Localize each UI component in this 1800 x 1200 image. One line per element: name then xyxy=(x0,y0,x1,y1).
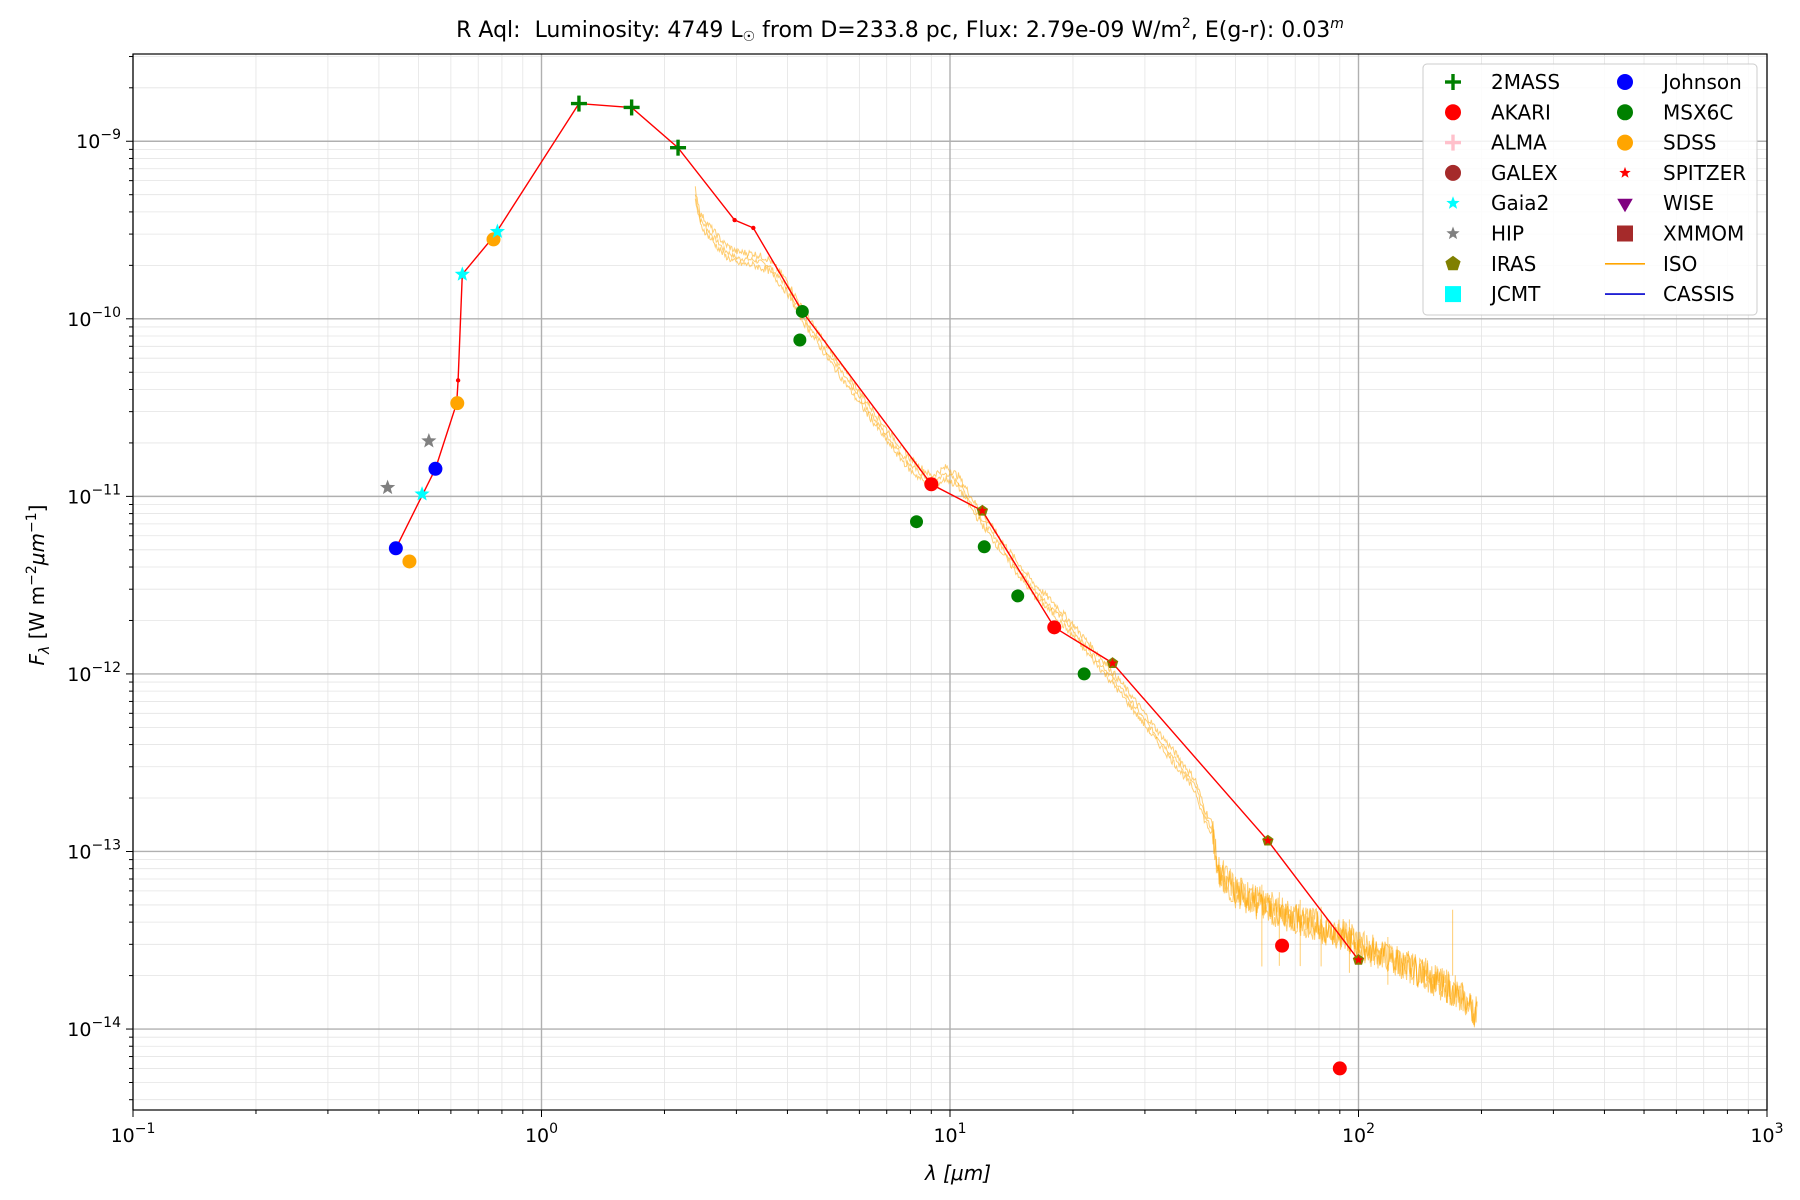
legend-label-spitzer: SPITZER xyxy=(1663,161,1746,185)
legend-label-msx6c: MSX6C xyxy=(1663,100,1733,124)
legend-label-alma: ALMA xyxy=(1491,131,1547,155)
point-akari xyxy=(924,477,939,492)
legend-label-johnson: Johnson xyxy=(1661,70,1742,94)
point-gaia2 xyxy=(489,223,506,239)
title-star: R Aql: xyxy=(456,18,520,43)
point-2mass xyxy=(570,95,587,112)
iso-spectrum-trace xyxy=(694,194,1478,1028)
title-superscript-m: m xyxy=(1330,16,1344,32)
point-spitzer xyxy=(1263,835,1273,845)
title-superscript-2: 2 xyxy=(1182,16,1191,32)
legend-label-wise: WISE xyxy=(1663,191,1714,215)
sed-node xyxy=(732,217,737,223)
title-extinction: , E(g-r): 0.03 xyxy=(1191,18,1330,43)
legend-label-2mass: 2MASS xyxy=(1491,70,1560,94)
point-msx6c xyxy=(977,540,991,554)
legend-marker-alma xyxy=(1445,134,1461,151)
point-msx6c xyxy=(1011,589,1025,603)
legend-marker-2mass xyxy=(1445,74,1461,90)
axis-ticks: 10−1 100 101 102 103 10−14 10−13 10−12 10−11 10−1… xyxy=(67,56,1784,1147)
legend-label-galex: GALEX xyxy=(1491,161,1558,185)
legend: 2MASS AKARI ALMA GALEX Gaia2 HIP IRAS JCMT Johns… xyxy=(1422,63,1758,316)
point-sdss xyxy=(486,232,501,247)
point-sdss xyxy=(450,396,465,411)
legend-marker-spitzer xyxy=(1619,166,1631,178)
data-points xyxy=(379,95,1365,1076)
point-msx6c xyxy=(910,515,924,529)
x-tick-label: 101 xyxy=(933,1121,966,1147)
legend-label-xmmom: XMMOM xyxy=(1663,222,1744,246)
y-tick-label: 10−9 xyxy=(76,127,121,153)
chart-title: R Aql: Luminosity: 4749 L☉ from D=233.8 … xyxy=(456,16,1344,45)
legend-marker-xmmom xyxy=(1617,225,1633,242)
legend-marker-iras xyxy=(1445,255,1461,271)
legend-marker-akari xyxy=(1445,104,1461,121)
legend-marker-jcmt xyxy=(1445,286,1461,303)
point-msx6c xyxy=(793,333,807,347)
point-hip xyxy=(421,433,437,448)
point-johnson xyxy=(428,461,443,476)
legend-label-hip: HIP xyxy=(1491,222,1524,246)
title-sun-symbol: ☉ xyxy=(743,29,756,45)
y-axis-label: Fλ [W m−2μm−1] xyxy=(24,505,53,666)
point-akari xyxy=(1047,620,1062,635)
legend-marker-galex xyxy=(1445,164,1461,181)
legend-box xyxy=(1422,63,1758,316)
iso-spectrum xyxy=(694,186,1478,1028)
point-gaia2 xyxy=(414,486,430,501)
legend-label-iras: IRAS xyxy=(1491,252,1536,276)
legend-marker-sdss xyxy=(1617,134,1633,151)
point-hip xyxy=(379,479,396,495)
y-tick-label: 10−10 xyxy=(67,305,121,331)
point-johnson xyxy=(388,541,403,556)
sed-fit-line xyxy=(395,102,1360,961)
point-gaia2 xyxy=(454,266,470,281)
legend-marker-johnson xyxy=(1617,74,1633,90)
sed-node xyxy=(455,378,461,383)
y-tick-label: 10−12 xyxy=(67,660,121,686)
legend-label-iso: ISO xyxy=(1663,252,1697,276)
x-tick-label: 102 xyxy=(1342,1121,1375,1147)
legend-label-cassis: CASSIS xyxy=(1663,282,1735,306)
x-tick-label: 10−1 xyxy=(111,1121,156,1147)
point-2mass xyxy=(623,99,640,116)
legend-marker-wise xyxy=(1617,198,1633,213)
x-tick-label: 100 xyxy=(525,1121,558,1147)
legend-label-jcmt: JCMT xyxy=(1489,282,1541,306)
legend-marker-msx6c xyxy=(1617,104,1633,121)
point-akari xyxy=(1275,938,1290,953)
y-tick-label: 10−13 xyxy=(67,837,121,863)
point-2mass xyxy=(670,139,687,156)
legend-label-sdss: SDSS xyxy=(1663,131,1717,155)
sed-line xyxy=(393,101,1361,963)
legend-marker-gaia2 xyxy=(1446,196,1460,209)
y-tick-label: 10−11 xyxy=(67,482,121,508)
y-tick-label: 10−14 xyxy=(67,1015,121,1041)
point-spitzer xyxy=(977,505,988,515)
legend-marker-hip xyxy=(1446,226,1460,240)
iso-spectrum-trace xyxy=(694,198,1478,1025)
point-msx6c xyxy=(795,304,809,318)
sed-node xyxy=(751,225,756,231)
point-akari xyxy=(1332,1061,1347,1076)
x-axis-label: λ [μm] xyxy=(924,1161,991,1185)
x-tick-label: 103 xyxy=(1750,1121,1783,1147)
point-spitzer xyxy=(1353,954,1364,964)
iso-spectrum-trace xyxy=(694,186,1478,1026)
legend-label-gaia2: Gaia2 xyxy=(1491,191,1549,215)
legend-label-akari: AKARI xyxy=(1491,100,1551,124)
point-spitzer xyxy=(1107,658,1118,668)
title-luminosity: Luminosity: 4749 L xyxy=(535,18,744,43)
point-msx6c xyxy=(1077,667,1091,681)
point-sdss xyxy=(402,554,417,569)
title-distance-flux: from D=233.8 pc, Flux: 2.79e-09 W/m xyxy=(755,18,1182,43)
